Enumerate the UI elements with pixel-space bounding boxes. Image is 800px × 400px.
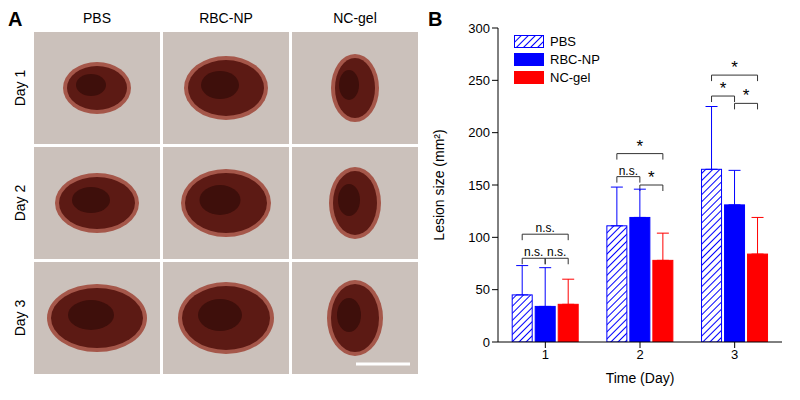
html-text:RBC-NP: RBC-NP — [550, 51, 600, 67]
svg-text:50: 50 — [476, 282, 490, 297]
svg-text:*: * — [720, 79, 727, 98]
svg-text:n.s.: n.s. — [619, 164, 638, 178]
svg-text:0: 0 — [483, 335, 490, 350]
svg-text:100: 100 — [468, 230, 490, 245]
svg-text:Lesion size (mm²): Lesion size (mm²) — [431, 129, 447, 240]
svg-text:*: * — [731, 58, 738, 77]
svg-text:*: * — [637, 137, 644, 156]
svg-text:Time (Day): Time (Day) — [606, 370, 675, 386]
html-text:Day 2: Day 2 — [12, 184, 28, 222]
svg-text:n.s.: n.s. — [524, 245, 543, 259]
html-text:PBS: PBS — [83, 10, 111, 26]
svg-text:*: * — [743, 86, 750, 105]
html-text:Day 3: Day 3 — [12, 299, 28, 337]
svg-text:3: 3 — [731, 347, 738, 362]
html-text:A: A — [8, 8, 23, 30]
svg-text:300: 300 — [468, 21, 490, 36]
svg-text:n.s.: n.s. — [536, 221, 555, 235]
html-text:RBC-NP: RBC-NP — [199, 10, 253, 26]
html-text:NC-gel: NC-gel — [333, 10, 377, 26]
svg-text:200: 200 — [468, 125, 490, 140]
svg-text:250: 250 — [468, 73, 490, 88]
html-text:PBS: PBS — [550, 33, 576, 49]
html-text:B: B — [428, 8, 443, 30]
html-text:Day 1: Day 1 — [12, 69, 28, 107]
html-text:NC-gel: NC-gel — [550, 69, 591, 85]
svg-text:2: 2 — [636, 347, 643, 362]
svg-text:1: 1 — [542, 347, 549, 362]
svg-text:n.s.: n.s. — [547, 245, 566, 259]
svg-text:*: * — [648, 168, 655, 187]
svg-text:150: 150 — [468, 178, 490, 193]
